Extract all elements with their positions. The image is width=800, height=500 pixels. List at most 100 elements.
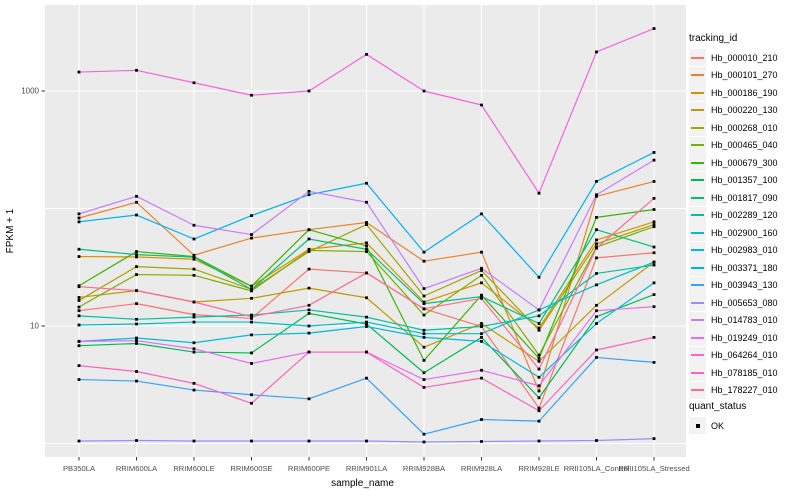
legend-key-swatch	[689, 241, 706, 259]
series-color-line-icon	[691, 214, 704, 217]
series-color-line-icon	[691, 161, 704, 164]
legend-item-label: Hb_000679_300	[711, 157, 778, 168]
legend-item: Hb_000220_130	[689, 101, 799, 120]
series-color-line-icon	[691, 354, 704, 357]
legend-item: Hb_019249_010	[689, 329, 799, 347]
svg-text:RRIM928LE: RRIM928LE	[518, 464, 559, 473]
legend-item-label: Hb_000220_130	[711, 105, 778, 116]
legend-item: Hb_064264_010	[689, 346, 799, 365]
legend-item-label: Hb_064264_010	[711, 350, 778, 361]
legend-item-label: Hb_001357_100	[711, 175, 778, 186]
series-color-line-icon	[691, 109, 704, 112]
legend-key-swatch	[689, 189, 706, 207]
legend-item-label: Hb_178227_010	[711, 385, 778, 396]
legend-item-label: Hb_000268_010	[711, 122, 778, 133]
series-color-line-icon	[691, 91, 704, 94]
y-axis-title: FPKM + 1	[5, 208, 16, 253]
legend-item: Hb_005653_080	[689, 294, 799, 312]
legend-key-swatch	[689, 154, 706, 172]
black-point-icon	[695, 423, 700, 429]
legend-item-label: Hb_001817_090	[711, 192, 778, 203]
legend-key-swatch	[689, 136, 706, 154]
svg-text:RRIM600PE: RRIM600PE	[288, 464, 330, 473]
series-color-line-icon	[691, 74, 704, 77]
legend-quant-status-items: OK	[689, 417, 799, 435]
legend-item: Hb_002983_010	[689, 241, 799, 260]
series-color-line-icon	[691, 319, 704, 322]
legend-item: Hb_000186_190	[689, 84, 799, 102]
legend-item-label: Hb_078185_010	[711, 367, 778, 378]
series-color-line-icon	[691, 126, 704, 129]
legend-item: Hb_001357_100	[689, 171, 799, 190]
legend-item-label: Hb_002983_010	[711, 245, 778, 256]
svg-text:RRIM928LA: RRIM928LA	[461, 464, 503, 473]
x-axis-title: sample_name	[331, 478, 394, 489]
series-color-line-icon	[691, 284, 704, 287]
legend-item: Hb_000010_210	[689, 49, 799, 67]
legend-item-label: Hb_000101_270	[711, 70, 778, 81]
series-color-line-icon	[691, 301, 704, 304]
series-color-line-icon	[691, 179, 704, 182]
series-color-line-icon	[691, 196, 704, 199]
legend-key-swatch	[689, 66, 706, 84]
svg-text:PB350LA: PB350LA	[63, 464, 96, 473]
legend-tracking-id-title: tracking_id	[689, 33, 738, 44]
svg-text:RRIM901LA: RRIM901LA	[346, 464, 388, 473]
series-color-line-icon	[691, 56, 704, 59]
legend-key-swatch	[689, 206, 706, 224]
legend-item: Hb_014783_010	[689, 311, 799, 330]
legend-key-swatch	[689, 311, 706, 329]
svg-text:RRIM600LA: RRIM600LA	[116, 464, 158, 473]
svg-text:RRII105LA_Stressed: RRII105LA_Stressed	[618, 464, 689, 473]
svg-text:1000: 1000	[21, 87, 39, 96]
legend-key-swatch	[689, 259, 706, 277]
series-color-line-icon	[691, 249, 704, 252]
legend-item: Hb_003943_130	[689, 276, 799, 295]
legend-item-label: Hb_003943_130	[711, 280, 778, 291]
legend-item: Hb_000268_010	[689, 119, 799, 137]
series-color-line-icon	[691, 231, 704, 234]
legend-item-label: Hb_000186_190	[711, 87, 778, 98]
legend-quant-status: quant_status OK	[689, 401, 799, 435]
legend-key-swatch	[689, 294, 706, 312]
legend-item-label: Hb_000465_040	[711, 140, 778, 151]
legend-key-swatch	[689, 224, 706, 242]
legend-item: OK	[689, 417, 799, 435]
legend-item: Hb_000465_040	[689, 136, 799, 155]
legend-item: Hb_002289_120	[689, 206, 799, 225]
legend-key-swatch	[689, 119, 706, 137]
legend-tracking-id-items: Hb_000010_210 Hb_000101_270 Hb_000186_19…	[689, 49, 799, 399]
legend-key-swatch	[689, 346, 706, 364]
svg-text:10: 10	[30, 322, 39, 331]
series-color-line-icon	[691, 336, 704, 339]
legend-quant-status-title: quant_status	[689, 401, 747, 412]
legend-item: Hb_000679_300	[689, 154, 799, 172]
legend-item: Hb_078185_010	[689, 364, 799, 382]
svg-text:RRIM600LE: RRIM600LE	[173, 464, 214, 473]
legend-item: Hb_000101_270	[689, 66, 799, 85]
legend-item-label: OK	[711, 420, 725, 431]
legend-item-label: Hb_019249_010	[711, 332, 778, 343]
legend-item-label: Hb_002289_120	[711, 210, 778, 221]
legend-key-swatch	[689, 49, 706, 67]
legend-item: Hb_178227_010	[689, 381, 799, 400]
legend-key-swatch	[689, 364, 706, 382]
legend-tracking-id: tracking_id Hb_000010_210 Hb_000101_270 …	[689, 33, 799, 399]
legend-item: Hb_001817_090	[689, 189, 799, 207]
svg-text:RRII105LA_Control: RRII105LA_Control	[564, 464, 630, 473]
legend-item: Hb_002900_160	[689, 224, 799, 242]
legend-key-swatch	[689, 171, 706, 189]
legend-item-label: Hb_002900_160	[711, 227, 778, 238]
legend-key-swatch	[689, 276, 706, 294]
legend-key-swatch	[689, 84, 706, 102]
svg-text:RRIM928BA: RRIM928BA	[403, 464, 446, 473]
legend-item-label: Hb_014783_010	[711, 315, 778, 326]
series-color-line-icon	[691, 144, 704, 147]
legend-item: Hb_003371_180	[689, 259, 799, 277]
series-color-line-icon	[691, 371, 704, 374]
legend-item-label: Hb_003371_180	[711, 262, 778, 273]
legend-key-swatch	[689, 329, 706, 347]
svg-text:RRIM600SE: RRIM600SE	[230, 464, 272, 473]
